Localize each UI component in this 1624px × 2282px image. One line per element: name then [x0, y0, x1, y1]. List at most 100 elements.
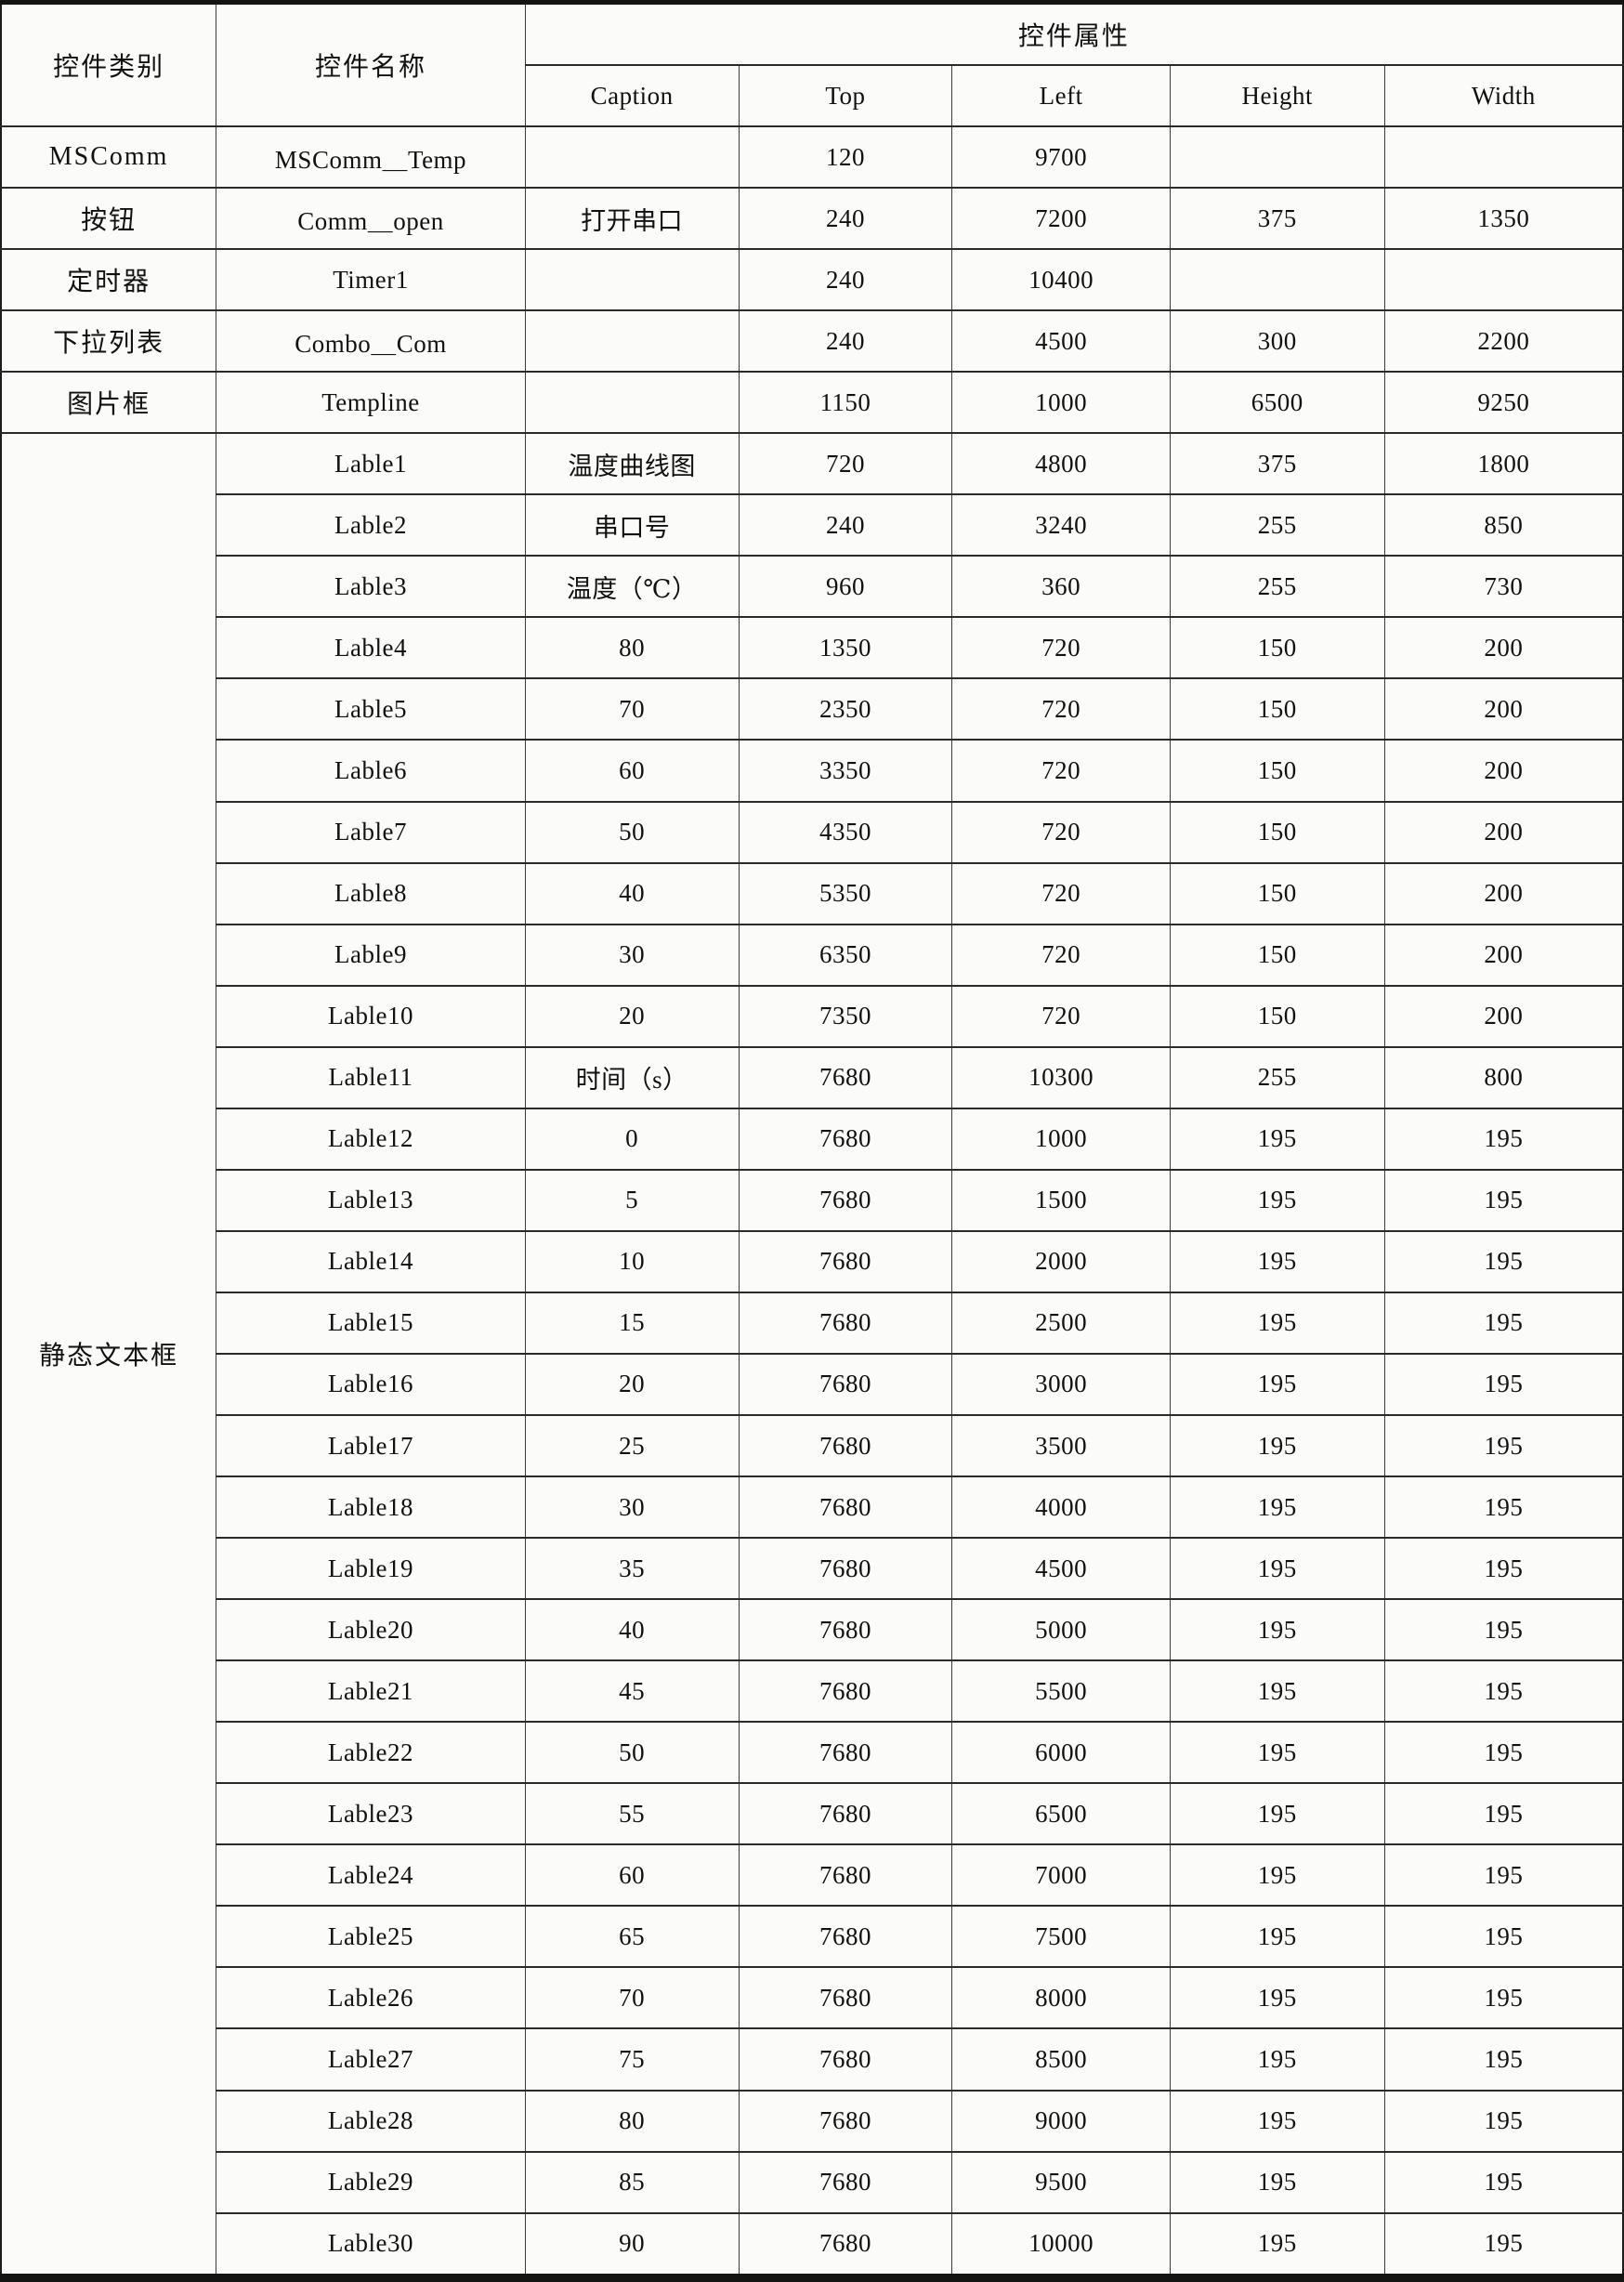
height-cell: 150 — [1169, 677, 1385, 741]
height-cell: 195 — [1169, 1843, 1385, 1908]
width-cell: 195 — [1383, 2150, 1624, 2214]
width-cell: 195 — [1383, 1782, 1624, 1846]
width-cell: 800 — [1383, 1045, 1624, 1109]
left-cell: 3000 — [951, 1352, 1171, 1416]
width-cell — [1383, 125, 1624, 190]
top-cell: 7680 — [738, 1659, 953, 1724]
name-cell: Lable21 — [216, 1659, 526, 1724]
caption-cell: 温度曲线图 — [524, 432, 740, 496]
height-cell: 255 — [1169, 493, 1385, 557]
header-width: Width — [1383, 64, 1624, 127]
top-cell: 6350 — [738, 923, 953, 987]
top-cell: 240 — [738, 493, 953, 557]
name-cell: Lable20 — [216, 1598, 526, 1662]
table-row: Lable3 温度（℃） 960 360 255 730 — [1, 555, 1624, 619]
left-cell: 4500 — [951, 309, 1171, 374]
caption-cell: 时间（s） — [524, 1045, 740, 1109]
caption-cell: 85 — [524, 2150, 740, 2214]
width-cell: 200 — [1383, 739, 1624, 803]
height-cell: 255 — [1169, 1045, 1385, 1109]
width-cell: 195 — [1383, 1843, 1624, 1908]
table-row: Lable23 55 7680 6500 195 195 — [1, 1782, 1624, 1846]
name-cell: Lable7 — [216, 800, 526, 864]
top-cell: 720 — [738, 432, 953, 496]
left-cell: 1000 — [951, 371, 1171, 435]
top-cell: 7680 — [738, 1045, 953, 1109]
table-row: Lable10 20 7350 720 150 200 — [1, 984, 1624, 1048]
left-cell: 2500 — [951, 1291, 1171, 1355]
header-height: Height — [1169, 64, 1385, 127]
table-row: 下拉列表 Combo＿Com 240 4500 300 2200 — [0, 309, 1624, 374]
top-cell: 7680 — [738, 1843, 953, 1908]
height-cell: 150 — [1169, 984, 1385, 1048]
top-cell: 7680 — [738, 1537, 953, 1601]
top-cell: 7680 — [738, 1229, 953, 1293]
left-cell: 3240 — [951, 493, 1171, 557]
height-cell: 195 — [1169, 1229, 1385, 1293]
width-cell: 195 — [1383, 1475, 1624, 1540]
left-cell: 8500 — [951, 2027, 1171, 2092]
table-header: 控件类别 控件名称 控件属性 Caption Top Left Height W… — [0, 1, 1624, 127]
height-cell: 195 — [1169, 2150, 1385, 2214]
caption-cell — [524, 309, 740, 374]
width-cell: 9250 — [1383, 371, 1624, 435]
name-cell: Lable23 — [216, 1782, 526, 1846]
height-cell: 195 — [1169, 1291, 1385, 1355]
table-row: Lable20 40 7680 5000 195 195 — [1, 1598, 1624, 1662]
width-cell: 195 — [1383, 1905, 1624, 1969]
name-cell: Lable2 — [216, 493, 526, 557]
name-cell: Lable10 — [216, 984, 526, 1048]
height-cell: 195 — [1169, 2089, 1385, 2153]
width-cell: 200 — [1383, 984, 1624, 1048]
category-cell: 下拉列表 — [0, 309, 217, 374]
caption-cell: 80 — [524, 2089, 740, 2153]
left-cell: 720 — [951, 800, 1171, 864]
name-cell: Lable15 — [216, 1291, 526, 1355]
table-row: Lable26 70 7680 8000 195 195 — [1, 1966, 1624, 2030]
table-row: 静态文本框 Lable1 温度曲线图 720 4800 375 1800 — [0, 432, 1624, 2279]
header-name: 控件名称 — [216, 1, 526, 127]
header-caption: Caption — [524, 64, 740, 127]
table-row: Lable16 20 7680 3000 195 195 — [1, 1352, 1624, 1416]
caption-cell: 80 — [524, 616, 740, 680]
height-cell: 195 — [1169, 1598, 1385, 1662]
height-cell: 195 — [1169, 1659, 1385, 1724]
header-left: Left — [951, 64, 1171, 127]
width-cell: 200 — [1383, 616, 1624, 680]
name-cell: Lable24 — [216, 1843, 526, 1908]
left-cell: 720 — [951, 984, 1171, 1048]
name-cell: Lable3 — [216, 555, 526, 619]
height-cell: 195 — [1169, 1721, 1385, 1785]
caption-cell — [524, 371, 740, 435]
table-row: Lable19 35 7680 4500 195 195 — [1, 1537, 1624, 1601]
height-cell: 195 — [1169, 1352, 1385, 1416]
top-cell: 7350 — [738, 984, 953, 1048]
width-cell: 195 — [1383, 2089, 1624, 2153]
width-cell: 200 — [1383, 923, 1624, 987]
width-cell: 195 — [1383, 2027, 1624, 2092]
caption-cell: 60 — [524, 1843, 740, 1908]
left-cell: 360 — [951, 555, 1171, 619]
table-row: Lable25 65 7680 7500 195 195 — [1, 1905, 1624, 1969]
height-cell: 195 — [1169, 1475, 1385, 1540]
header-row-1: 控件类别 控件名称 控件属性 — [0, 1, 1624, 127]
table-row: Lable7 50 4350 720 150 200 — [1, 800, 1624, 864]
height-cell: 195 — [1169, 1168, 1385, 1232]
left-cell: 2000 — [951, 1229, 1171, 1293]
table-row: Lable24 60 7680 7000 195 195 — [1, 1843, 1624, 1908]
caption-cell: 20 — [524, 984, 740, 1048]
height-cell: 195 — [1169, 1782, 1385, 1846]
top-cell: 240 — [738, 187, 953, 251]
left-cell: 8000 — [951, 1966, 1171, 2030]
name-cell: Lable8 — [216, 861, 526, 925]
left-cell: 720 — [951, 677, 1171, 741]
top-cell: 7680 — [738, 1905, 953, 1969]
caption-cell — [524, 125, 740, 190]
top-cell: 1350 — [738, 616, 953, 680]
name-cell: Timer1 — [216, 248, 526, 312]
height-cell: 195 — [1169, 1413, 1385, 1478]
width-cell: 195 — [1383, 1352, 1624, 1416]
table-row: Lable14 10 7680 2000 195 195 — [1, 1229, 1624, 1293]
width-cell: 195 — [1383, 1659, 1624, 1724]
name-cell: Lable6 — [216, 739, 526, 803]
